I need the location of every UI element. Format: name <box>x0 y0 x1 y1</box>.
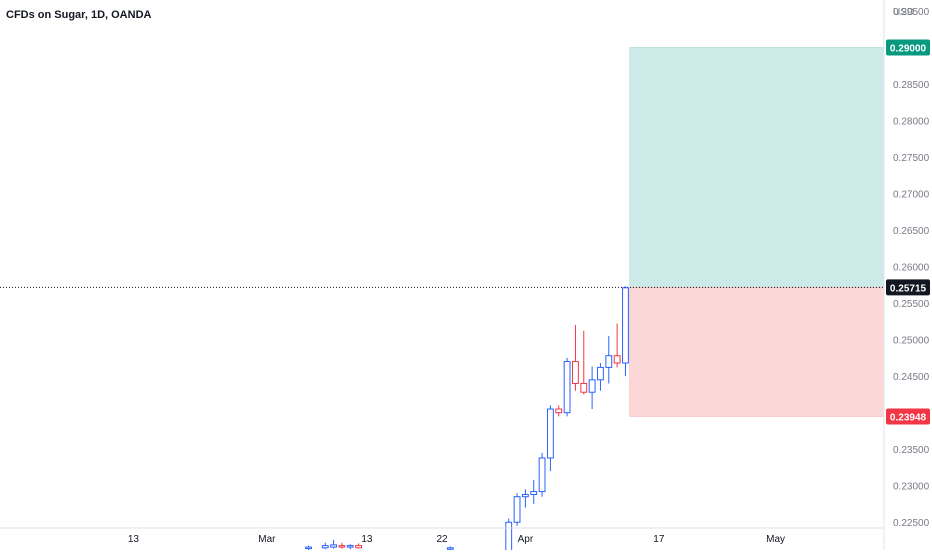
profit-zone[interactable] <box>629 47 885 288</box>
target-price-label-bg <box>886 39 930 56</box>
candle[interactable] <box>572 325 579 391</box>
y-tick-label: 0.27000 <box>893 190 930 201</box>
candle-body <box>321 545 329 549</box>
x-tick-label: Apr <box>518 534 534 545</box>
candle-body <box>580 382 588 393</box>
candle-body <box>555 408 563 414</box>
candle[interactable] <box>597 363 604 391</box>
stop-price-label-bg <box>886 408 930 425</box>
candle[interactable] <box>321 542 329 550</box>
candle[interactable] <box>546 405 554 472</box>
x-tick-label: Mar <box>258 534 276 545</box>
y-tick-label: 0.25500 <box>893 299 930 310</box>
candle-body <box>446 547 454 550</box>
candle[interactable] <box>622 286 629 377</box>
candle-body <box>563 361 571 414</box>
candle-body <box>622 287 629 364</box>
y-tick-label: 0.28500 <box>893 80 930 91</box>
x-tick-label: 22 <box>436 534 448 545</box>
candle-body <box>355 545 363 549</box>
y-tick-label: 0.26500 <box>893 226 930 237</box>
target-price-label[interactable]: 0.29000 <box>886 39 930 56</box>
candle-body <box>338 545 346 548</box>
y-tick-label: 0.27500 <box>893 153 930 164</box>
candle[interactable] <box>346 544 354 550</box>
candle-body <box>572 361 579 384</box>
x-tick-label: 17 <box>653 534 665 545</box>
candle-body <box>346 545 354 548</box>
x-tick-label: 13 <box>128 534 140 545</box>
entry-price-label-text: 0.25715 <box>890 283 927 294</box>
target-price-label-text: 0.29000 <box>890 43 927 54</box>
candle-body <box>605 355 613 368</box>
candle[interactable] <box>338 542 346 549</box>
y-tick-label: 0.22500 <box>893 518 930 529</box>
candle[interactable] <box>505 518 513 555</box>
candle[interactable] <box>521 489 529 508</box>
x-tick-label: 13 <box>361 534 373 545</box>
y-tick-label: 0.26000 <box>893 263 930 274</box>
y-tick-label: 0.23500 <box>893 445 930 456</box>
candle-body <box>588 379 596 393</box>
stop-price-label-text: 0.23948 <box>890 412 927 423</box>
currency-label: USD <box>893 7 914 18</box>
candle-body <box>513 496 521 523</box>
candle-body <box>597 366 604 381</box>
candle[interactable] <box>580 330 588 395</box>
stop-price-label[interactable]: 0.23948 <box>886 408 930 425</box>
y-tick-label: 0.28000 <box>893 117 930 128</box>
candle-body <box>505 521 513 555</box>
candle[interactable] <box>538 452 546 497</box>
loss-zone[interactable] <box>629 287 885 417</box>
chart-title: CFDs on Sugar, 1D, OANDA <box>6 9 152 21</box>
candle-body <box>546 408 554 459</box>
x-tick-label: May <box>766 534 785 545</box>
y-tick-label: 0.29500 <box>893 7 930 18</box>
candle-body <box>538 457 546 493</box>
candle-body <box>530 491 538 495</box>
candle-body <box>305 546 312 550</box>
y-tick-label: 0.25000 <box>893 336 930 347</box>
candle[interactable] <box>563 357 571 417</box>
candle[interactable] <box>330 539 338 549</box>
candle[interactable] <box>530 479 538 504</box>
candle-body <box>330 544 338 548</box>
y-tick-label: 0.24500 <box>893 372 930 383</box>
candle[interactable] <box>588 366 596 410</box>
candle-body <box>521 493 529 498</box>
candle-body <box>613 355 621 364</box>
candle[interactable] <box>555 405 563 417</box>
candle[interactable] <box>355 543 363 549</box>
candle[interactable] <box>305 545 312 550</box>
candle[interactable] <box>605 335 613 384</box>
entry-price-label-bg <box>886 279 930 296</box>
entry-price-label[interactable]: 0.25715 <box>886 279 930 296</box>
candle[interactable] <box>613 323 621 368</box>
candle[interactable] <box>513 493 521 526</box>
y-tick-label: 0.23000 <box>893 482 930 493</box>
